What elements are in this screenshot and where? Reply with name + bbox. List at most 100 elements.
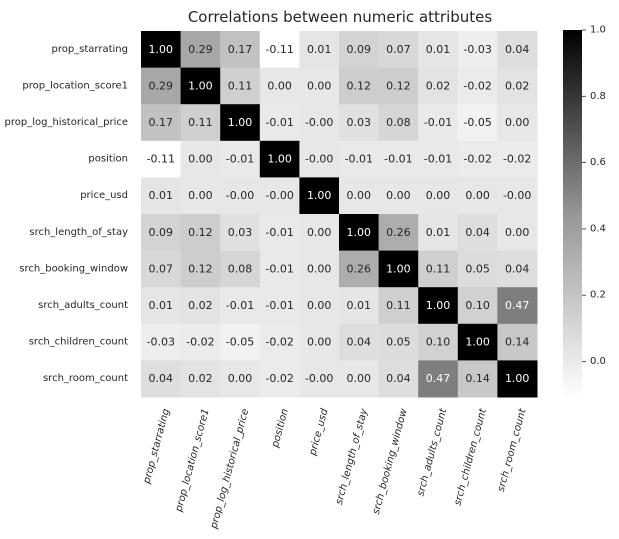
heatmap-cell <box>497 360 538 398</box>
heatmap-cell <box>220 323 261 361</box>
column-tick-label: prop_starrating <box>141 408 172 486</box>
heatmap-cell <box>299 67 340 105</box>
heatmap-cell <box>220 360 261 398</box>
heatmap-cell <box>339 323 380 361</box>
column-tick-label: srch_length_of_stay <box>334 407 370 506</box>
heatmap-cell <box>220 140 261 178</box>
cell-value-label: 0.01 <box>426 226 451 239</box>
cell-value-label: 0.04 <box>347 336 372 349</box>
cell-value-label: 0.14 <box>465 372 490 385</box>
cell-value-label: -0.01 <box>265 299 293 312</box>
heatmap-cell <box>141 67 182 105</box>
column-tick-label: srch_adults_count <box>415 407 449 498</box>
cell-value-label: 0.01 <box>307 43 332 56</box>
cell-value-label: 1.00 <box>465 336 490 349</box>
cell-value-label: -0.00 <box>305 372 333 385</box>
cell-value-label: -0.02 <box>265 336 293 349</box>
cell-value-label: 0.05 <box>465 262 490 275</box>
heatmap-cell <box>457 360 498 398</box>
cell-value-label: 0.00 <box>307 299 332 312</box>
cell-value-label: -0.03 <box>463 43 491 56</box>
heatmap-cell <box>378 360 419 398</box>
row-tick-label: srch_booking_window <box>19 263 128 274</box>
heatmap-cell <box>220 214 261 252</box>
cell-value-label: -0.01 <box>345 153 373 166</box>
heatmap-cell <box>141 323 182 361</box>
heatmap-cell <box>339 250 380 288</box>
heatmap-cell <box>457 323 498 361</box>
heatmap-cell <box>497 177 538 215</box>
colorbar-tick-label: 0.8 <box>590 91 606 102</box>
cell-value-label: 1.00 <box>386 262 411 275</box>
cell-value-label: 0.04 <box>505 262 530 275</box>
heatmap-cell <box>299 360 340 398</box>
cell-value-label: 1.00 <box>505 372 530 385</box>
cell-value-label: 0.11 <box>228 79 253 92</box>
cell-value-label: 0.01 <box>347 299 372 312</box>
column-tick-label: srch_booking_window <box>371 407 410 516</box>
heatmap-cell <box>418 104 459 142</box>
heatmap-cell <box>497 214 538 252</box>
cell-value-label: 0.00 <box>307 336 332 349</box>
heatmap-cell <box>378 177 419 215</box>
cell-value-label: -0.05 <box>463 116 491 129</box>
heatmap-cell <box>497 104 538 142</box>
cell-value-label: -0.00 <box>226 189 254 202</box>
cell-value-label: 1.00 <box>347 226 372 239</box>
cell-value-label: 0.11 <box>426 262 451 275</box>
cell-value-label: 0.02 <box>188 372 213 385</box>
column-tick-label: position <box>270 408 291 450</box>
row-tick-label: srch_children_count <box>29 337 128 348</box>
heatmap-cell <box>180 177 221 215</box>
cell-value-label: -0.01 <box>226 299 254 312</box>
cell-value-label: 0.10 <box>426 336 451 349</box>
heatmap-cell <box>457 214 498 252</box>
row-tick-label: prop_starrating <box>51 44 128 55</box>
cell-value-label: 0.00 <box>307 262 332 275</box>
cell-value-label: 1.00 <box>307 189 332 202</box>
heatmap-cell <box>457 140 498 178</box>
colorbar-tick-label: 0.4 <box>590 223 606 234</box>
cell-value-label: 0.11 <box>386 299 411 312</box>
cell-value-label: -0.11 <box>265 43 293 56</box>
heatmap-cell <box>180 323 221 361</box>
heatmap-cell <box>457 287 498 325</box>
heatmap-cell <box>220 250 261 288</box>
cell-value-label: 0.00 <box>307 226 332 239</box>
heatmap-cell <box>339 214 380 252</box>
cell-value-label: 0.10 <box>465 299 490 312</box>
heatmap-cell <box>378 31 419 69</box>
cell-value-label: 0.12 <box>188 226 213 239</box>
heatmap-cell <box>180 104 221 142</box>
heatmap-cell <box>220 104 261 142</box>
column-tick-label: srch_room_count <box>496 407 529 493</box>
heatmap-cell <box>259 140 300 178</box>
heatmap-cell <box>259 360 300 398</box>
cell-value-label: -0.02 <box>463 153 491 166</box>
heatmap-cell <box>418 250 459 288</box>
heatmap-cell <box>497 323 538 361</box>
heatmap-cell <box>259 287 300 325</box>
heatmap-cell <box>259 104 300 142</box>
cell-value-label: -0.01 <box>384 153 412 166</box>
cell-value-label: -0.00 <box>305 153 333 166</box>
heatmap-cell <box>299 31 340 69</box>
cell-value-label: 1.00 <box>426 299 451 312</box>
heatmap-cell <box>339 104 380 142</box>
heatmap-cell <box>339 67 380 105</box>
cell-value-label: -0.01 <box>424 116 452 129</box>
heatmap-cell <box>259 214 300 252</box>
cell-value-label: 1.00 <box>149 43 174 56</box>
cell-value-label: 1.00 <box>228 116 253 129</box>
colorbar-tick-label: 0.0 <box>590 356 606 367</box>
cell-value-label: 0.04 <box>465 226 490 239</box>
heatmap-cell <box>418 214 459 252</box>
cell-value-label: -0.01 <box>265 262 293 275</box>
heatmap-cell <box>378 323 419 361</box>
row-tick-label: price_usd <box>80 190 128 201</box>
cell-value-label: 0.12 <box>347 79 372 92</box>
row-tick-label: prop_log_historical_price <box>5 117 129 128</box>
cell-value-label: 0.00 <box>188 189 213 202</box>
heatmap-cell <box>339 360 380 398</box>
cell-value-label: -0.00 <box>503 189 531 202</box>
